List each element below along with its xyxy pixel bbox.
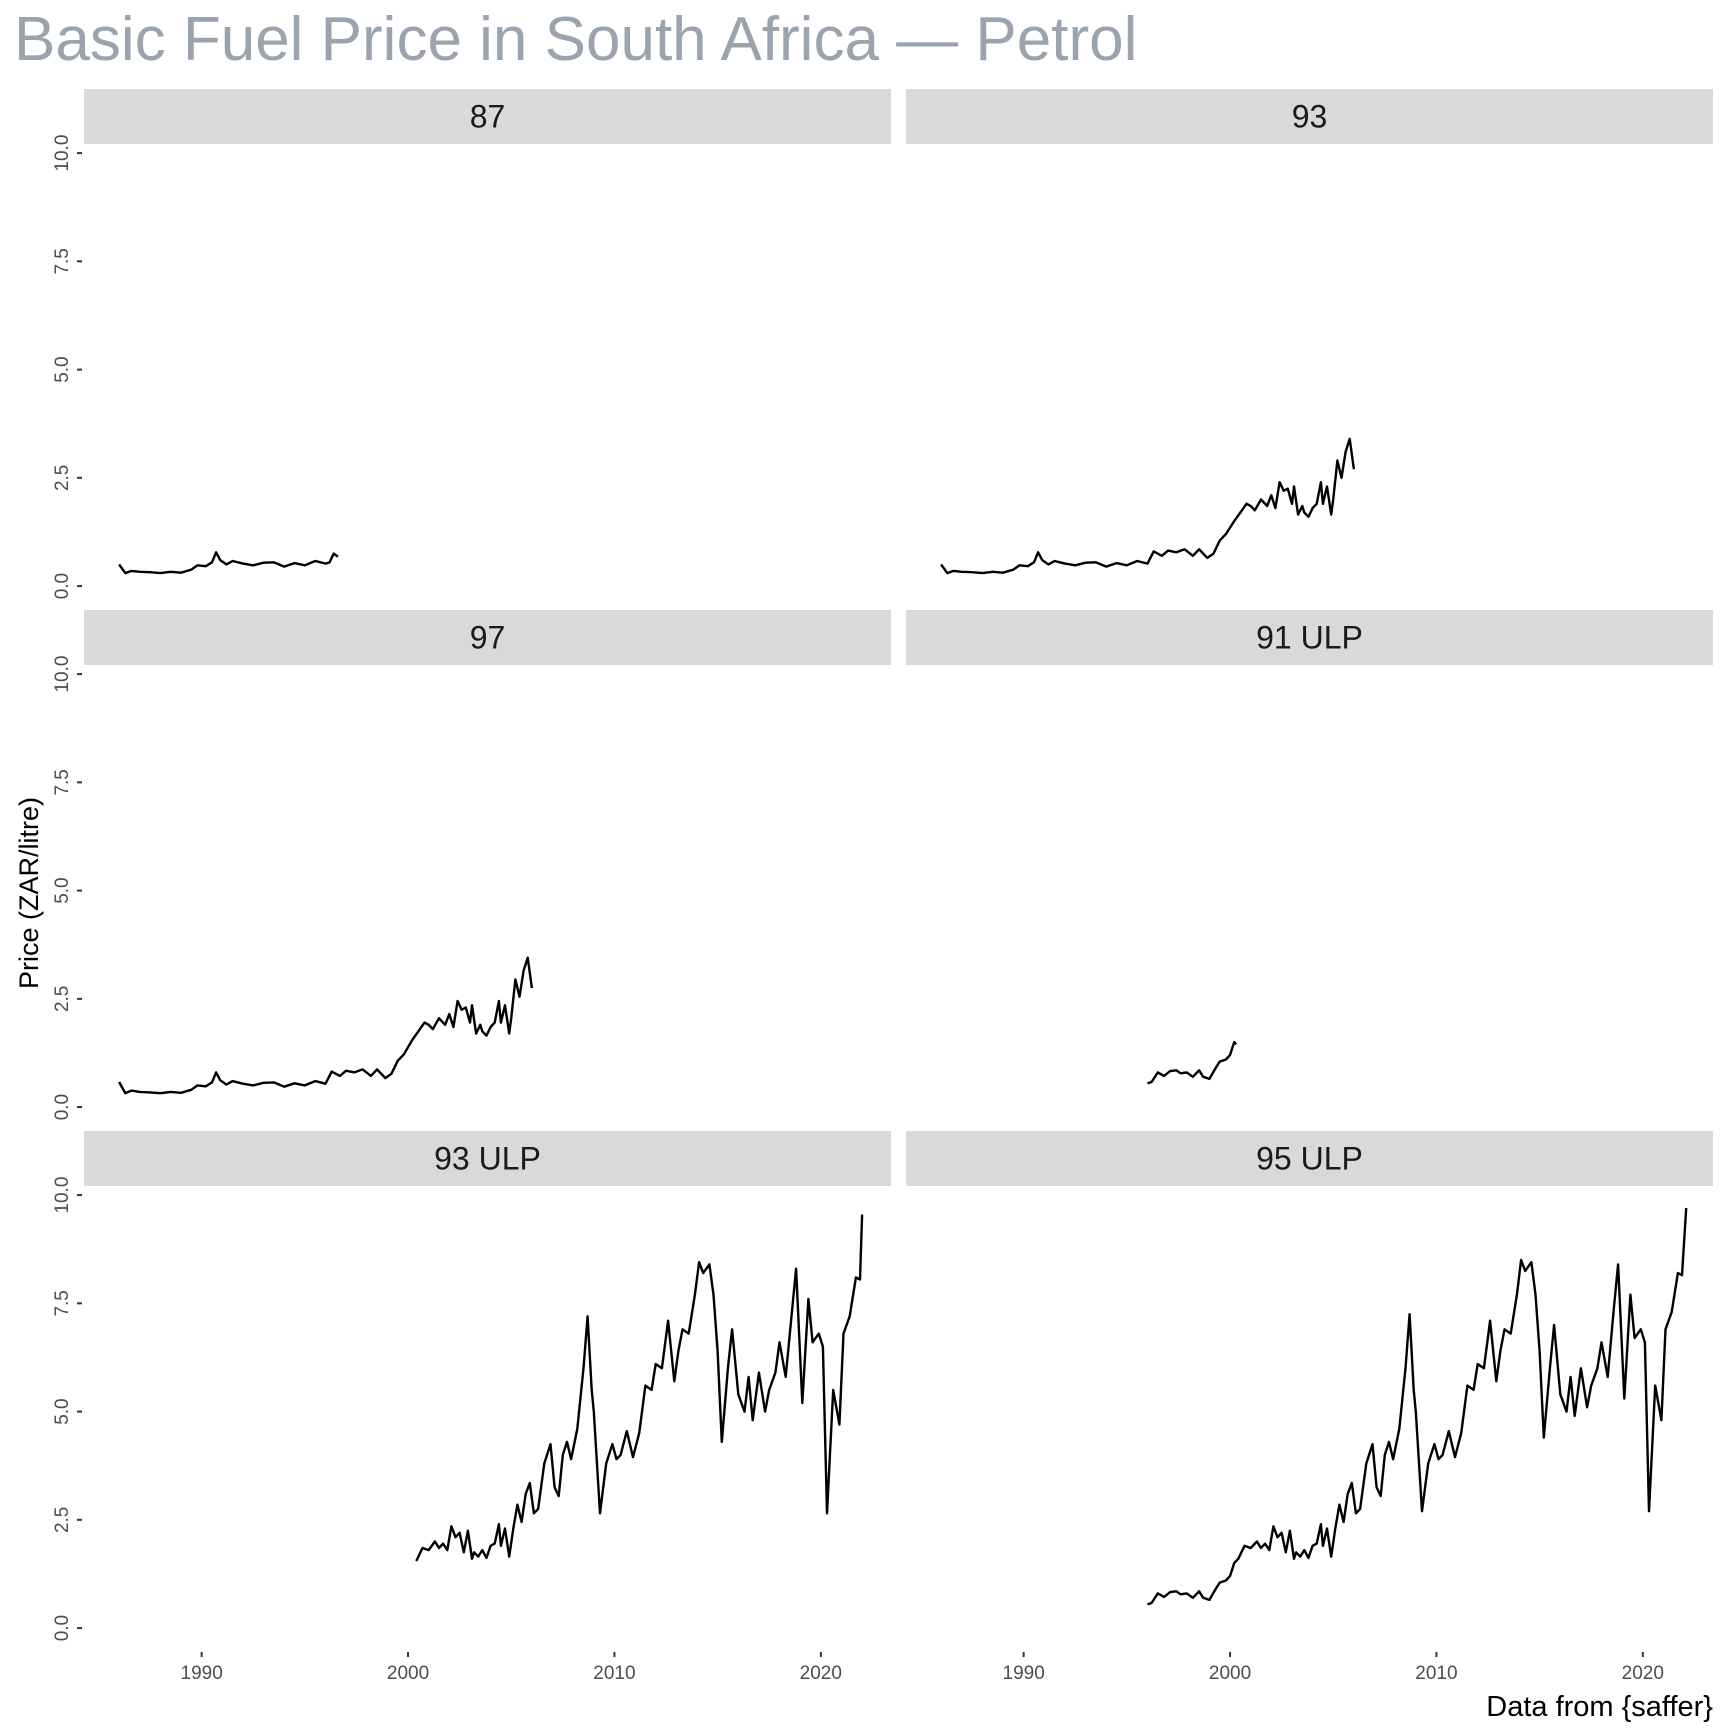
y-tick-label: 10.0 (52, 1177, 73, 1214)
series-line-93-ulp (415, 1214, 864, 1562)
x-tick-label: 1990 (1003, 1663, 1045, 1684)
facet-strip (84, 610, 891, 665)
y-tick-label: 0.0 (52, 1615, 73, 1641)
facet-strip (84, 89, 891, 144)
facet-strip-label: 87 (470, 99, 506, 135)
facet-panel: 95 ULP 1990 2000 2010 2020 (906, 1131, 1713, 1684)
series-line-97 (118, 956, 534, 1095)
y-tick-label: 10.0 (52, 656, 73, 693)
facet-panel: 93 ULP 0.0 2.5 5.0 7.5 10.0 1990 2000 2010 2020 (52, 1131, 891, 1684)
facet-strip-label: 93 ULP (434, 1141, 541, 1177)
series-line-91-ulp (1147, 1040, 1238, 1085)
facet-strip (906, 1131, 1713, 1186)
facet-panel: 97 0.0 2.5 5.0 7.5 10.0 (52, 610, 891, 1120)
x-tick-label: 2000 (1209, 1663, 1251, 1684)
facet-strip-label: 93 (1292, 99, 1328, 135)
y-tick-label: 5.0 (52, 1398, 73, 1424)
y-tick-label: 2.5 (52, 465, 73, 491)
series-line-95-ulp (1147, 1208, 1688, 1606)
facet-panel: 93 (906, 89, 1713, 575)
x-tick-label: 2010 (593, 1663, 635, 1684)
facet-panel: 91 ULP (906, 610, 1713, 1085)
x-tick-label: 2020 (1622, 1663, 1664, 1684)
y-tick-label: 10.0 (52, 135, 73, 172)
facet-panel: 87 0.0 2.5 5.0 7.5 10.0 (52, 89, 891, 599)
facet-strip (906, 89, 1713, 144)
x-tick-label: 1990 (181, 1663, 223, 1684)
y-tick-label: 2.5 (52, 986, 73, 1012)
x-tick-label: 2000 (387, 1663, 429, 1684)
facet-strip-label: 95 ULP (1256, 1141, 1363, 1177)
chart-title: Basic Fuel Price in South Africa — Petro… (14, 5, 1137, 74)
y-tick-label: 7.5 (52, 248, 73, 274)
y-tick-label: 7.5 (52, 1290, 73, 1316)
y-tick-label: 0.0 (52, 573, 73, 599)
facet-strip (84, 1131, 891, 1186)
facet-panels: 87 0.0 2.5 5.0 7.5 10.0 93 97 0.0 2.5 5.0 7.5 10.0 91… (52, 89, 1713, 1684)
y-axis-title: Price (ZAR/litre) (14, 797, 44, 989)
y-tick-label: 5.0 (52, 356, 73, 382)
y-tick-label: 7.5 (52, 769, 73, 795)
facet-strip-label: 97 (470, 620, 506, 656)
y-tick-label: 2.5 (52, 1507, 73, 1533)
y-tick-label: 0.0 (52, 1094, 73, 1120)
series-line-87 (118, 551, 339, 575)
x-tick-label: 2020 (800, 1663, 842, 1684)
caption: Data from {saffer} (1486, 1691, 1713, 1723)
y-tick-label: 5.0 (52, 877, 73, 903)
series-line-93 (940, 437, 1356, 575)
facet-strip-label: 91 ULP (1256, 620, 1363, 656)
facet-strip (906, 610, 1713, 665)
x-tick-label: 2010 (1415, 1663, 1457, 1684)
